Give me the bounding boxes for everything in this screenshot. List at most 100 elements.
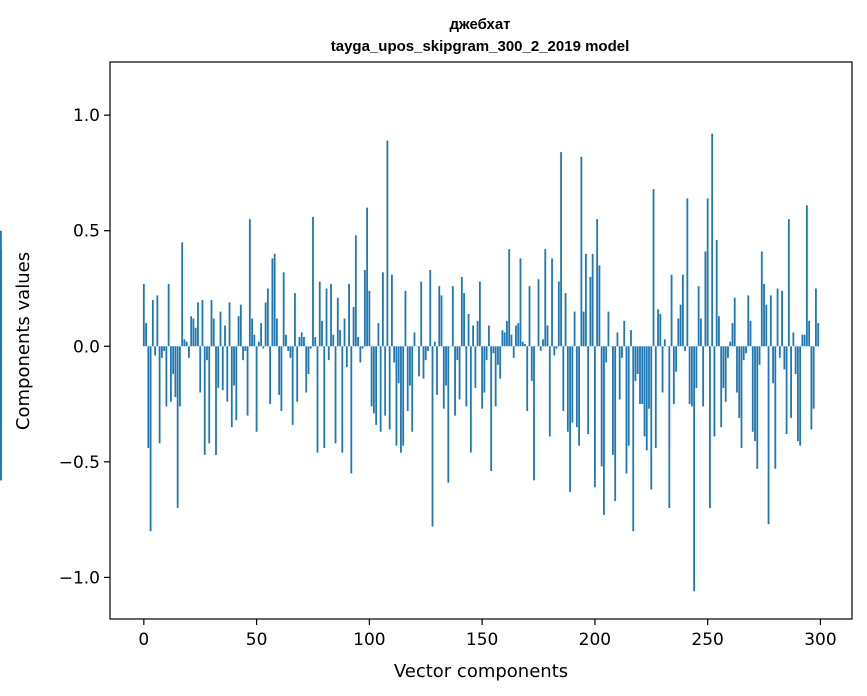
bar-96 bbox=[359, 346, 362, 363]
bar-35 bbox=[221, 346, 224, 391]
bar-106 bbox=[381, 272, 384, 347]
bar-30 bbox=[210, 300, 213, 347]
bar-88 bbox=[341, 346, 344, 453]
bar-217 bbox=[632, 346, 635, 532]
bar-235 bbox=[672, 346, 675, 405]
bar-134 bbox=[445, 346, 447, 386]
bar-110 bbox=[391, 274, 393, 347]
bar-253 bbox=[713, 346, 716, 437]
bar-198 bbox=[589, 276, 592, 347]
bar-197 bbox=[587, 346, 590, 435]
bar-83 bbox=[330, 283, 332, 347]
bar-8 bbox=[160, 346, 163, 358]
bar-17 bbox=[181, 242, 184, 347]
bar-224 bbox=[648, 346, 650, 409]
bar-201 bbox=[596, 219, 599, 347]
bar-241 bbox=[686, 198, 689, 347]
bar-75 bbox=[312, 216, 314, 347]
bar-298 bbox=[815, 288, 817, 347]
bar-227 bbox=[654, 346, 657, 448]
bar-266 bbox=[742, 346, 745, 361]
bar-242 bbox=[688, 346, 691, 405]
bar-265 bbox=[740, 346, 743, 448]
bar-109 bbox=[388, 346, 391, 430]
bar-undefined bbox=[0, 249, 2, 347]
bar-6 bbox=[156, 295, 159, 347]
bar-26 bbox=[201, 300, 204, 347]
bar-152 bbox=[485, 346, 488, 361]
bar-59 bbox=[275, 318, 278, 347]
bar-208 bbox=[612, 346, 614, 455]
bar-190 bbox=[571, 346, 574, 423]
bar-48 bbox=[251, 318, 253, 347]
bar-257 bbox=[722, 346, 725, 388]
bar-21 bbox=[190, 316, 193, 347]
bar-169 bbox=[524, 343, 526, 347]
bar-137 bbox=[451, 286, 454, 347]
bar-42 bbox=[237, 316, 240, 347]
bar-31 bbox=[212, 318, 215, 347]
bar-99 bbox=[366, 207, 368, 347]
bar-138 bbox=[454, 346, 456, 416]
bar-18 bbox=[183, 339, 186, 347]
bar-191 bbox=[573, 311, 576, 347]
bar-221 bbox=[641, 346, 644, 405]
bar-290 bbox=[796, 346, 799, 442]
bar-147 bbox=[474, 346, 477, 388]
x-tick-label: 50 bbox=[246, 630, 268, 650]
bar-279 bbox=[772, 346, 774, 384]
bar-287 bbox=[790, 346, 792, 418]
bar-166 bbox=[517, 323, 520, 347]
bar-11 bbox=[167, 283, 170, 347]
bar-131 bbox=[438, 286, 441, 347]
bar-267 bbox=[745, 346, 747, 354]
bar-40 bbox=[233, 346, 235, 386]
bar-159 bbox=[501, 330, 504, 347]
bar-0 bbox=[142, 283, 145, 347]
bar-268 bbox=[747, 295, 750, 347]
bar-168 bbox=[521, 341, 524, 347]
x-axis-label: Vector components bbox=[394, 661, 568, 682]
bar-115 bbox=[402, 346, 405, 446]
bar-68 bbox=[296, 346, 299, 402]
bar-211 bbox=[618, 346, 621, 400]
bar-192 bbox=[575, 346, 578, 428]
bar-231 bbox=[663, 339, 666, 347]
bar-175 bbox=[537, 279, 540, 347]
bar-189 bbox=[569, 346, 571, 492]
bar-5 bbox=[154, 346, 156, 356]
bar-219 bbox=[636, 346, 639, 375]
y-tick-label: 0.0 bbox=[73, 337, 100, 357]
bar-149 bbox=[478, 281, 481, 347]
bar-284 bbox=[783, 346, 786, 370]
bar-51 bbox=[257, 341, 260, 347]
bar-133 bbox=[442, 346, 445, 409]
bar-19 bbox=[185, 341, 188, 347]
bar-12 bbox=[169, 346, 172, 402]
bar-4 bbox=[151, 300, 154, 347]
bar-293 bbox=[803, 334, 806, 347]
bar-112 bbox=[395, 346, 398, 446]
bar-127 bbox=[429, 270, 432, 347]
bar-77 bbox=[316, 346, 319, 453]
bar-249 bbox=[704, 251, 707, 347]
bar-29 bbox=[208, 346, 211, 444]
bar-177 bbox=[542, 339, 544, 347]
bar-299 bbox=[817, 323, 820, 347]
bar-87 bbox=[339, 330, 341, 347]
bar-34 bbox=[219, 311, 222, 347]
bar-101 bbox=[370, 346, 373, 407]
bar-288 bbox=[792, 332, 795, 347]
bar-229 bbox=[659, 313, 662, 347]
bar-171 bbox=[528, 286, 531, 347]
bar-119 bbox=[411, 346, 414, 432]
bar-64 bbox=[287, 346, 290, 351]
bar-69 bbox=[298, 337, 301, 347]
x-tick-label: 0 bbox=[138, 630, 149, 650]
bar-264 bbox=[738, 346, 741, 418]
bar-212 bbox=[621, 346, 623, 358]
bar-178 bbox=[544, 249, 547, 347]
bar-104 bbox=[377, 323, 380, 347]
bar-237 bbox=[677, 318, 680, 347]
bar-181 bbox=[551, 258, 553, 347]
